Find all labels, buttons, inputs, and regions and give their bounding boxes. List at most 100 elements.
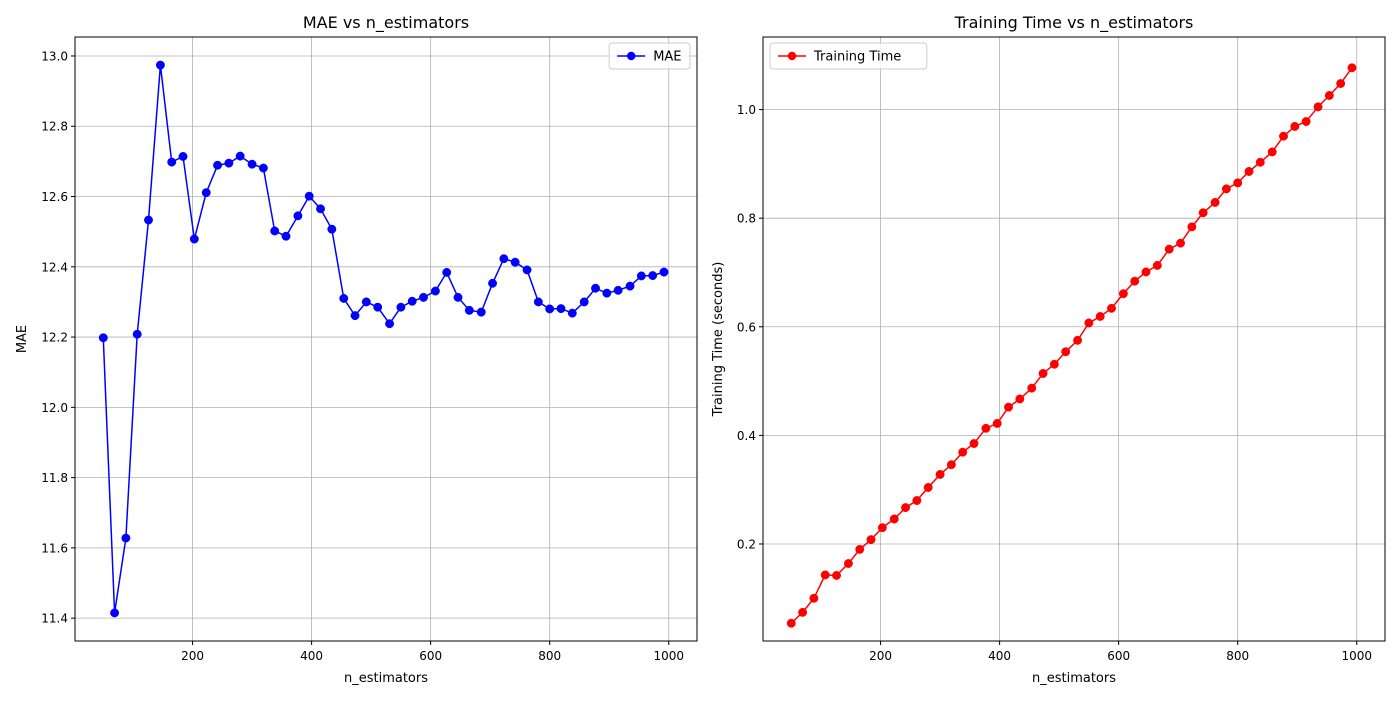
y-tick-label: 11.6 (41, 541, 68, 555)
legend-box (769, 42, 928, 70)
data-point (1049, 359, 1059, 369)
y-tick-label: 12.4 (41, 260, 68, 274)
y-tick-label: 13.0 (41, 49, 68, 63)
data-point (1084, 318, 1094, 328)
data-point (625, 281, 635, 291)
data-point (1336, 79, 1346, 88)
data-point (385, 319, 395, 329)
data-point (1107, 303, 1116, 313)
data-point (224, 158, 234, 168)
data-point (1347, 63, 1357, 73)
y-tick-label: 0.4 (737, 429, 756, 443)
data-point (1061, 347, 1071, 357)
data-point (247, 159, 257, 169)
x-tick-label: 200 (181, 649, 204, 663)
data-point (1244, 167, 1254, 176)
data-point (213, 160, 223, 170)
data-point (419, 292, 428, 302)
x-tick-label: 200 (869, 649, 892, 663)
data-point (132, 329, 142, 339)
data-point (304, 191, 314, 201)
data-point (293, 211, 303, 221)
data-point (1233, 178, 1243, 188)
y-tick-label: 12.0 (41, 401, 68, 415)
data-point (591, 283, 600, 293)
data-point (935, 470, 945, 479)
data-point (533, 297, 543, 307)
series-line (102, 65, 665, 614)
y-tick-label: 1.0 (737, 103, 756, 117)
data-point (946, 460, 956, 470)
data-point (189, 234, 199, 244)
data-point (488, 278, 497, 288)
data-point (1004, 402, 1013, 412)
data-point (579, 297, 589, 307)
data-point (1038, 369, 1048, 378)
data-point (144, 215, 153, 225)
data-point (178, 152, 188, 161)
data-point (855, 544, 865, 554)
x-tick-label: 1000 (653, 649, 684, 663)
data-point (499, 254, 509, 264)
legend-marker (627, 51, 636, 61)
data-point (1324, 91, 1334, 100)
legend-label: Training Time (813, 50, 901, 65)
x-tick-label: 600 (419, 649, 442, 663)
data-point (453, 292, 463, 302)
data-point (877, 523, 887, 533)
data-point (1141, 267, 1151, 277)
data-point (522, 265, 532, 275)
data-point (981, 423, 991, 433)
x-tick-label: 600 (1107, 649, 1130, 663)
data-point (98, 333, 108, 343)
chart-title: MAE vs n_estimators (303, 13, 469, 33)
y-tick-label: 0.6 (737, 320, 756, 334)
y-tick-label: 11.4 (41, 612, 68, 626)
data-point (786, 618, 796, 628)
data-point (866, 535, 876, 545)
data-point (923, 483, 933, 492)
legend-box (608, 42, 691, 70)
data-point (1176, 238, 1185, 248)
data-point (545, 304, 555, 314)
data-point (1118, 289, 1128, 299)
data-point (1095, 312, 1105, 321)
data-point (1279, 131, 1288, 141)
data-point (316, 204, 325, 214)
legend: MAE (608, 42, 691, 70)
y-axis-label: Training Time (seconds) (711, 262, 726, 418)
data-point (1130, 276, 1140, 286)
mae-chart: 200 400 600 800 1000 11.4 11.6 11.8 12.0 12.2 12.4… (15, 13, 698, 686)
data-point (1015, 394, 1025, 404)
data-point (613, 285, 623, 295)
data-point (809, 593, 819, 603)
training-time-chart: 200 400 600 800 1000 0.2 0.4 0.6 0.8 1.0 Training … (711, 13, 1386, 686)
data-point (1221, 184, 1231, 194)
data-point (1187, 222, 1197, 232)
x-tick-label: 400 (988, 649, 1011, 663)
data-point (121, 533, 131, 543)
data-point (636, 271, 646, 281)
data-point (281, 231, 291, 241)
data-point (1267, 147, 1277, 157)
data-point (1073, 335, 1083, 345)
data-point (1164, 244, 1174, 254)
data-point (201, 188, 211, 198)
data-point (567, 308, 577, 318)
data-point (969, 439, 979, 448)
x-axis-label: n_estimators (1032, 671, 1116, 686)
y-axis-label: MAE (15, 325, 30, 353)
data-point (442, 267, 452, 277)
y-tick-label: 12.2 (41, 331, 68, 345)
data-point (832, 571, 841, 580)
data-point (843, 559, 853, 568)
data-point (464, 305, 474, 315)
data-point (361, 297, 371, 307)
plot-frame (74, 36, 698, 642)
data-point (327, 224, 337, 234)
data-point (430, 286, 440, 296)
data-point (602, 288, 612, 298)
data-point (270, 226, 280, 236)
y-tick-label: 0.8 (737, 212, 756, 226)
data-point (110, 608, 120, 618)
